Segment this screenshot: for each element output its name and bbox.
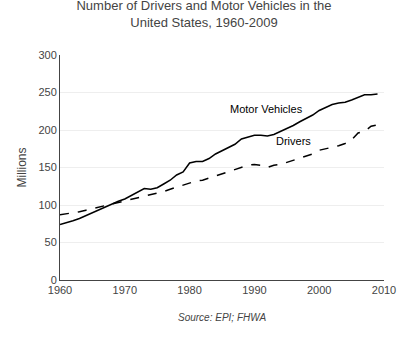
svg-text:Number of Drivers and Motor Ve: Number of Drivers and Motor Vehicles in … bbox=[76, 0, 331, 30]
svg-text:300: 300 bbox=[38, 49, 56, 61]
svg-text:250: 250 bbox=[38, 86, 56, 98]
svg-text:1960: 1960 bbox=[48, 284, 72, 296]
svg-text:Drivers: Drivers bbox=[276, 135, 311, 147]
svg-text:200: 200 bbox=[38, 124, 56, 136]
svg-text:100: 100 bbox=[38, 199, 56, 211]
svg-text:1990: 1990 bbox=[242, 284, 266, 296]
svg-text:50: 50 bbox=[45, 236, 57, 248]
svg-text:2010: 2010 bbox=[372, 284, 396, 296]
svg-text:0: 0 bbox=[51, 274, 57, 286]
svg-text:150: 150 bbox=[38, 161, 56, 173]
svg-text:Source: EPI; FHWA: Source: EPI; FHWA bbox=[178, 312, 267, 323]
svg-text:Millions: Millions bbox=[15, 147, 29, 187]
svg-text:Motor Vehicles: Motor Vehicles bbox=[230, 103, 303, 115]
svg-text:1970: 1970 bbox=[113, 284, 137, 296]
svg-text:1980: 1980 bbox=[177, 284, 201, 296]
svg-text:2000: 2000 bbox=[307, 284, 331, 296]
